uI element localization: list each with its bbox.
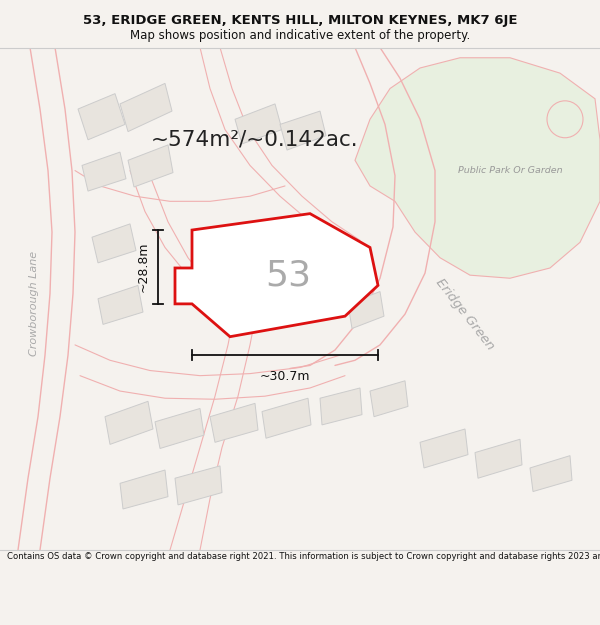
Text: 53, ERIDGE GREEN, KENTS HILL, MILTON KEYNES, MK7 6JE: 53, ERIDGE GREEN, KENTS HILL, MILTON KEY…: [83, 14, 517, 27]
Polygon shape: [155, 409, 204, 449]
Polygon shape: [128, 145, 173, 187]
Polygon shape: [120, 470, 168, 509]
Text: ~574m²/~0.142ac.: ~574m²/~0.142ac.: [151, 130, 359, 150]
Text: ~28.8m: ~28.8m: [137, 242, 150, 292]
Polygon shape: [92, 224, 136, 263]
Polygon shape: [175, 466, 222, 505]
Polygon shape: [420, 429, 468, 468]
Text: Public Park Or Garden: Public Park Or Garden: [458, 166, 562, 175]
Polygon shape: [320, 388, 362, 425]
Polygon shape: [78, 94, 125, 140]
Text: ~30.7m: ~30.7m: [260, 369, 310, 382]
Polygon shape: [280, 111, 326, 150]
Polygon shape: [175, 214, 378, 337]
Text: Crowborough Lane: Crowborough Lane: [29, 251, 39, 356]
Polygon shape: [370, 381, 408, 417]
Polygon shape: [120, 83, 172, 132]
Polygon shape: [105, 401, 153, 444]
Polygon shape: [210, 403, 258, 442]
Text: 53: 53: [265, 258, 311, 292]
Polygon shape: [235, 104, 282, 144]
Text: Contains OS data © Crown copyright and database right 2021. This information is : Contains OS data © Crown copyright and d…: [7, 552, 600, 561]
Polygon shape: [355, 58, 600, 278]
Text: Map shows position and indicative extent of the property.: Map shows position and indicative extent…: [130, 29, 470, 42]
Polygon shape: [348, 292, 384, 329]
Text: Eridge Green: Eridge Green: [433, 276, 497, 352]
Polygon shape: [530, 456, 572, 491]
Polygon shape: [295, 253, 340, 291]
Polygon shape: [98, 286, 143, 324]
Polygon shape: [475, 439, 522, 478]
Polygon shape: [262, 398, 311, 438]
Polygon shape: [82, 152, 126, 191]
